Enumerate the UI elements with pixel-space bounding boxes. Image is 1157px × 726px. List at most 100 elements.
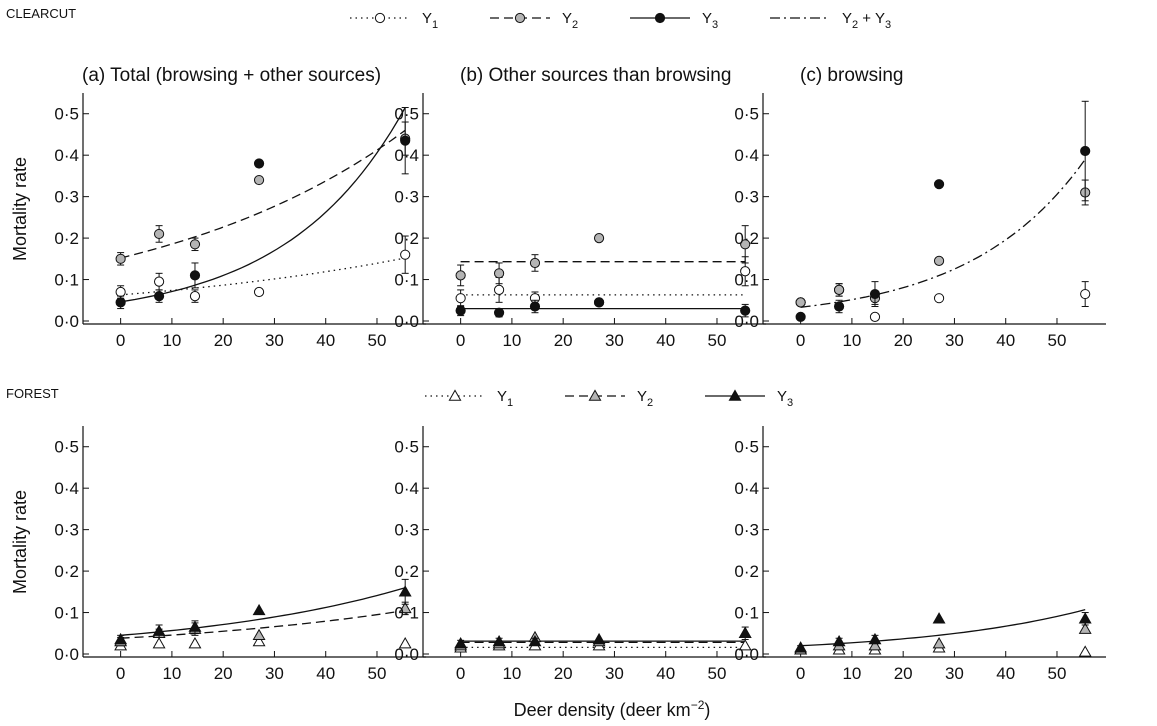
x-tick-label: 50 — [368, 331, 387, 350]
legend-forest: Y1 Y2 Y3 — [425, 388, 793, 409]
x-tick-label: 30 — [265, 664, 284, 683]
data-point-y3 — [592, 632, 606, 645]
panel-title-c: (c) browsing — [800, 65, 903, 86]
panel-2: 0·0 0·1 0·2 0·3 0·4 0·5 0 10 20 30 40 50 — [394, 93, 766, 350]
data-point-y3 — [114, 632, 128, 645]
data-point-y2 — [740, 239, 751, 250]
x-tick-label: 50 — [708, 664, 727, 683]
data-point-y2 — [455, 270, 466, 281]
data-point-y1 — [189, 291, 201, 302]
y-tick-label: 0·1 — [394, 271, 419, 290]
y-axis-title-bottom: Mortality rate — [10, 490, 30, 594]
data-point-y1 — [455, 293, 466, 304]
data-point-y2 — [868, 639, 882, 651]
data-point-y3 — [493, 307, 505, 318]
data-point-y2 — [933, 255, 945, 266]
y-tick-label: 0·4 — [394, 479, 419, 498]
data-point-y1 — [153, 276, 165, 287]
data-point-y3 — [398, 585, 412, 597]
y-tick-label: 0·5 — [54, 438, 79, 457]
y-tick-label: 0·2 — [54, 562, 79, 581]
data-point-y3 — [932, 612, 946, 624]
x-tick-label: 30 — [945, 331, 964, 350]
data-point-y1 — [493, 284, 505, 296]
y-tick-label: 0·4 — [734, 146, 759, 165]
x-tick-label: 20 — [894, 664, 913, 683]
x-tick-label: 0 — [116, 331, 125, 350]
data-point-y3 — [738, 626, 752, 638]
x-tick-label: 0 — [456, 331, 465, 350]
data-point-y1 — [933, 293, 945, 304]
x-tick-label: 40 — [656, 331, 675, 350]
fit-line-Y3 — [120, 107, 406, 303]
data-point-y3 — [1078, 612, 1092, 624]
data-point-y3 — [492, 634, 506, 647]
x-tick-label: 50 — [1048, 331, 1067, 350]
x-tick-label: 0 — [796, 331, 805, 350]
data-point-y3 — [455, 305, 466, 316]
x-tick-label: 0 — [116, 664, 125, 683]
y-tick-label: 0·1 — [734, 604, 759, 623]
data-point-y2 — [833, 284, 845, 296]
data-point-y1 — [1080, 288, 1091, 300]
data-point-y3 — [794, 641, 808, 653]
y-tick-label: 0·0 — [394, 312, 419, 331]
data-point-y1 — [400, 249, 411, 260]
legend-label: Y3 — [777, 388, 793, 409]
y-tick-label: 0·4 — [54, 479, 79, 498]
x-tick-label: 20 — [214, 664, 233, 683]
legend-marker — [588, 389, 602, 401]
fit-line-Y3 — [800, 608, 1086, 647]
x-axis-title: Deer density (deer km−2) — [514, 698, 711, 720]
y-tick-label: 0·2 — [734, 229, 759, 248]
x-tick-label: 10 — [502, 331, 521, 350]
panel-1: 0·0 0·1 0·2 0·3 0·4 0·5 0 10 20 30 40 50 — [54, 93, 426, 350]
x-axis-title-main: Deer density (deer km — [514, 700, 691, 720]
y-tick-label: 0·0 — [54, 312, 79, 331]
legend-clearcut: Y1 Y2 Y3 Y2 + Y3 — [350, 10, 891, 31]
x-tick-label: 20 — [214, 331, 233, 350]
data-point-y1 — [738, 639, 752, 651]
data-point-y2 — [795, 297, 806, 308]
x-tick-label: 40 — [996, 664, 1015, 683]
x-axis-title-sup: −2 — [691, 698, 705, 712]
data-point-y2 — [115, 253, 126, 264]
legend-marker — [654, 12, 666, 24]
x-tick-label: 10 — [162, 664, 181, 683]
section-label-clearcut: CLEARCUT — [6, 6, 76, 21]
data-point-y3 — [529, 301, 541, 312]
legend-item: Y2 — [490, 10, 578, 31]
legend-label: Y1 — [497, 388, 513, 409]
data-point-y3 — [400, 135, 411, 146]
y-tick-label: 0·0 — [54, 645, 79, 664]
data-point-y3 — [153, 291, 165, 302]
y-tick-label: 0·5 — [734, 105, 759, 124]
x-tick-label: 30 — [605, 664, 624, 683]
data-point-y2 — [493, 268, 505, 279]
legend-item: Y2 — [565, 388, 653, 409]
data-point-y3 — [115, 297, 126, 308]
data-point-y2 — [153, 228, 165, 240]
data-point-y3 — [253, 158, 265, 169]
data-point-y3 — [528, 634, 542, 647]
data-point-y1 — [740, 266, 751, 277]
y-tick-label: 0·3 — [394, 188, 419, 207]
y-tick-label: 0·0 — [734, 312, 759, 331]
x-tick-label: 40 — [316, 664, 335, 683]
x-tick-label: 10 — [842, 331, 861, 350]
panel-6: 0·0 0·1 0·2 0·3 0·4 0·5 0 10 20 30 40 50 — [734, 426, 1106, 683]
fit-line-Y1 — [120, 257, 406, 296]
y-tick-label: 0·1 — [734, 271, 759, 290]
panel-5: 0·0 0·1 0·2 0·3 0·4 0·5 0 10 20 30 40 50 — [394, 426, 766, 683]
data-point-y2 — [398, 601, 412, 614]
fit-line-Y2 — [120, 129, 406, 259]
y-tick-label: 0·1 — [54, 271, 79, 290]
legend-marker — [448, 389, 462, 401]
data-point-y3 — [795, 311, 806, 322]
x-tick-label: 10 — [842, 664, 861, 683]
x-tick-label: 20 — [894, 331, 913, 350]
data-point-y1 — [253, 286, 265, 298]
data-point-y3 — [593, 297, 605, 308]
x-tick-label: 30 — [605, 331, 624, 350]
fit-line-Y2Y3 — [800, 158, 1086, 308]
